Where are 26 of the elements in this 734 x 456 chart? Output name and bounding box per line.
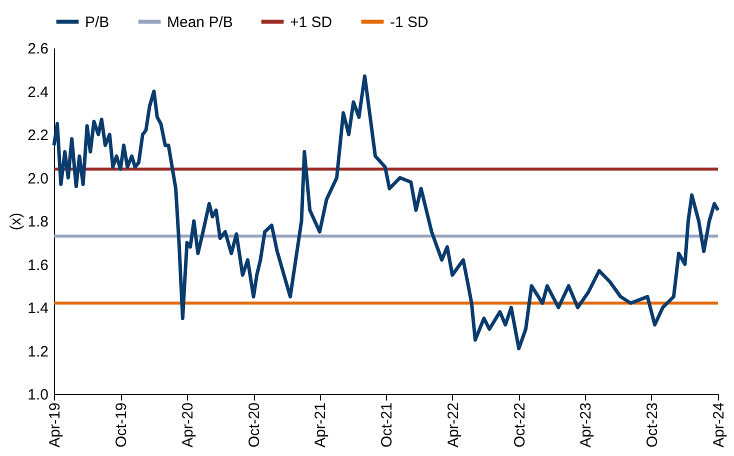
x-tick-label: Oct-23 (644, 402, 661, 448)
x-tick-label: Oct-19 (113, 402, 130, 448)
x-tick-label: Oct-20 (246, 402, 264, 448)
y-tick-label: 1.6 (28, 256, 48, 274)
legend-label: P/B (85, 14, 110, 31)
x-tick-label: Oct-21 (378, 402, 396, 448)
y-tick-label: 1.2 (28, 343, 48, 360)
y-tick-label: 1.0 (28, 386, 48, 404)
legend-label: -1 SD (390, 14, 429, 31)
y-tick-label: 1.8 (28, 214, 48, 230)
y-tick-label: 2.0 (28, 170, 48, 188)
y-tick-label: 2.4 (28, 84, 48, 101)
line-series (52, 74, 720, 350)
x-tick-label: Apr-19 (46, 402, 64, 448)
x-tick-label: Apr-20 (180, 402, 197, 448)
y-axis-title: (x) (8, 212, 25, 230)
x-tick-label: Apr-24 (710, 402, 728, 448)
x-tick-label: Apr-23 (577, 402, 594, 448)
y-tick-label: 2.6 (28, 40, 48, 58)
y-tick-label: 1.4 (28, 300, 48, 317)
x-tick-label: Apr-22 (444, 402, 462, 448)
legend-label: +1 SD (290, 14, 332, 31)
x-tick-label: Apr-21 (312, 402, 330, 448)
legend-label: Mean P/B (167, 14, 233, 31)
y-tick-label: 2.2 (28, 127, 48, 144)
x-tick-label: Oct-22 (511, 402, 528, 448)
